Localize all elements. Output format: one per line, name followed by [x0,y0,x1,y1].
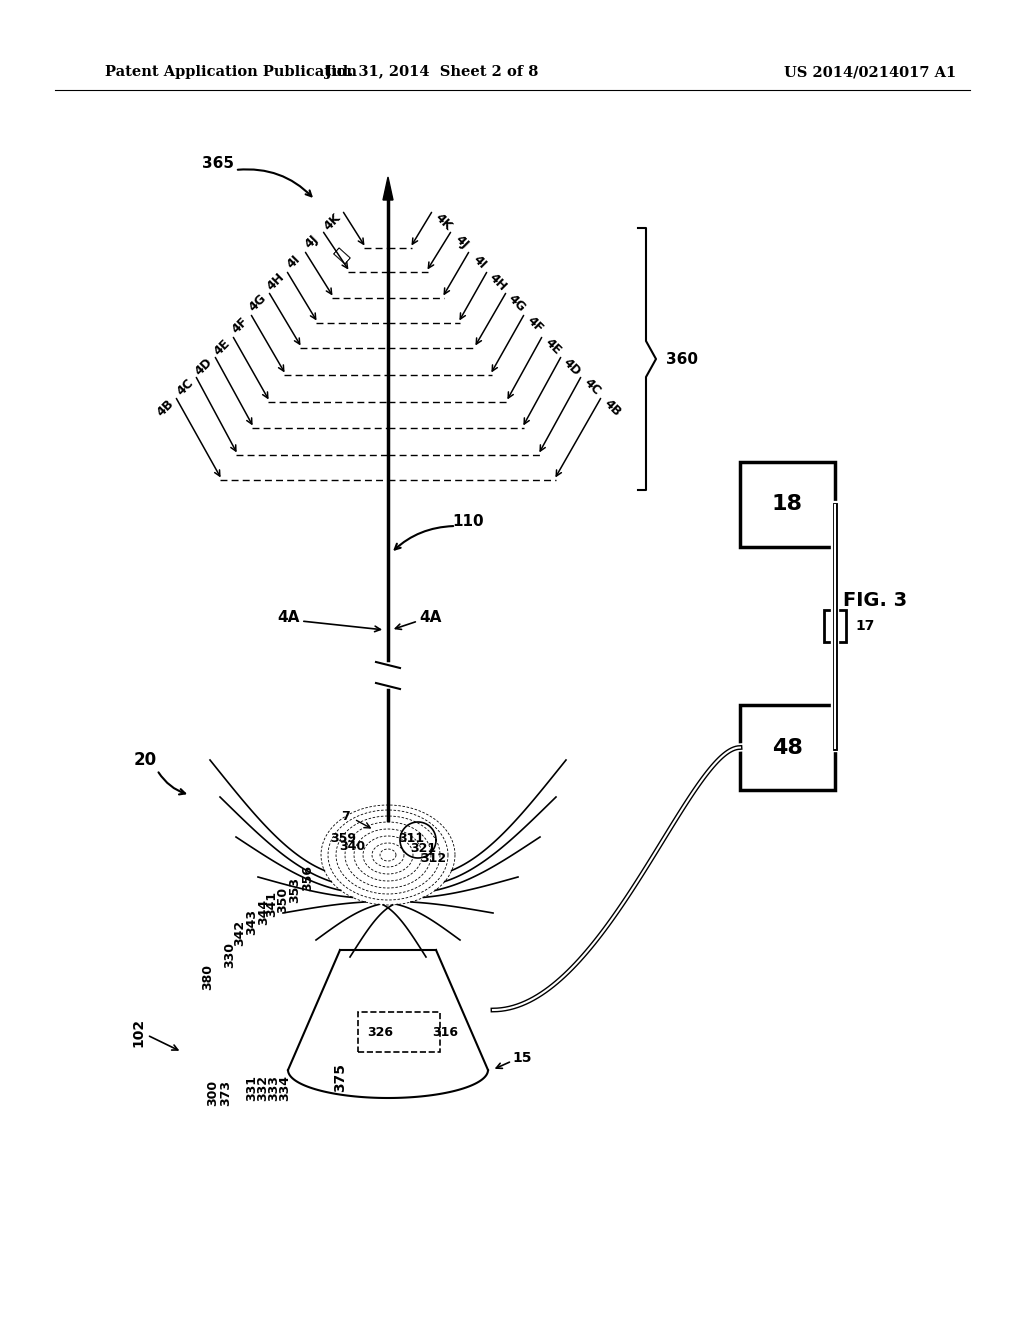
Text: ⋯: ⋯ [332,246,352,267]
Text: 4J: 4J [303,232,322,251]
Text: 102: 102 [131,1018,145,1047]
Text: 4F: 4F [229,314,251,335]
Bar [824,610,846,642]
Text: 4D: 4D [561,355,584,379]
Text: 4K: 4K [432,211,454,234]
Bar [740,462,835,546]
Text: 110: 110 [452,515,483,529]
Text: 300: 300 [207,1080,219,1106]
Text: 4F: 4F [524,314,546,335]
Text: 4I: 4I [471,252,489,272]
Text: 15: 15 [512,1051,531,1065]
Text: 321: 321 [410,842,436,854]
Text: 365: 365 [202,156,234,170]
Text: 373: 373 [219,1080,232,1106]
Text: 359: 359 [330,832,356,845]
Text: 316: 316 [432,1026,458,1039]
Text: 4D: 4D [193,355,215,379]
Text: 20: 20 [133,751,157,770]
Text: 340: 340 [339,841,365,854]
Text: 48: 48 [772,738,803,758]
Text: 4A: 4A [419,610,441,626]
Text: 18: 18 [772,495,803,515]
Text: 380: 380 [202,964,214,990]
Text: 4H: 4H [264,271,288,293]
Text: 4E: 4E [211,337,232,358]
Text: 360: 360 [666,351,698,367]
Text: 331: 331 [246,1074,258,1101]
Text: 17: 17 [855,619,874,634]
Text: 311: 311 [398,832,424,845]
Text: Jul. 31, 2014  Sheet 2 of 8: Jul. 31, 2014 Sheet 2 of 8 [326,65,539,79]
Text: Patent Application Publication: Patent Application Publication [105,65,357,79]
Text: 4H: 4H [486,271,509,293]
Text: 332: 332 [256,1074,269,1101]
Text: 353: 353 [289,876,301,903]
Polygon shape [383,177,393,201]
Text: 342: 342 [233,920,247,946]
Text: FIG. 3: FIG. 3 [843,590,907,610]
Text: 4C: 4C [581,376,603,397]
Text: 7: 7 [341,810,350,824]
Text: 375: 375 [333,1064,347,1093]
Text: 350: 350 [276,887,290,913]
Text: 4B: 4B [601,397,623,418]
Bar [358,1012,440,1052]
Text: 4G: 4G [506,292,528,314]
Text: 4E: 4E [543,337,563,358]
Text: 343: 343 [246,909,258,935]
Text: 4G: 4G [247,292,269,314]
Text: 312: 312 [420,851,446,865]
Text: 326: 326 [367,1026,393,1039]
Text: 4C: 4C [174,376,196,397]
Text: 4J: 4J [453,232,471,251]
Text: 333: 333 [267,1074,281,1101]
Text: 334: 334 [279,1074,292,1101]
Text: 330: 330 [223,942,237,968]
Text: 341: 341 [265,891,279,917]
Bar [740,705,835,789]
Text: 344: 344 [257,899,270,925]
Text: 4I: 4I [285,252,303,272]
Text: 356: 356 [301,865,314,891]
Text: US 2014/0214017 A1: US 2014/0214017 A1 [784,65,956,79]
Text: 4K: 4K [321,211,343,234]
Text: 4B: 4B [154,397,176,418]
Text: 4A: 4A [276,610,299,626]
